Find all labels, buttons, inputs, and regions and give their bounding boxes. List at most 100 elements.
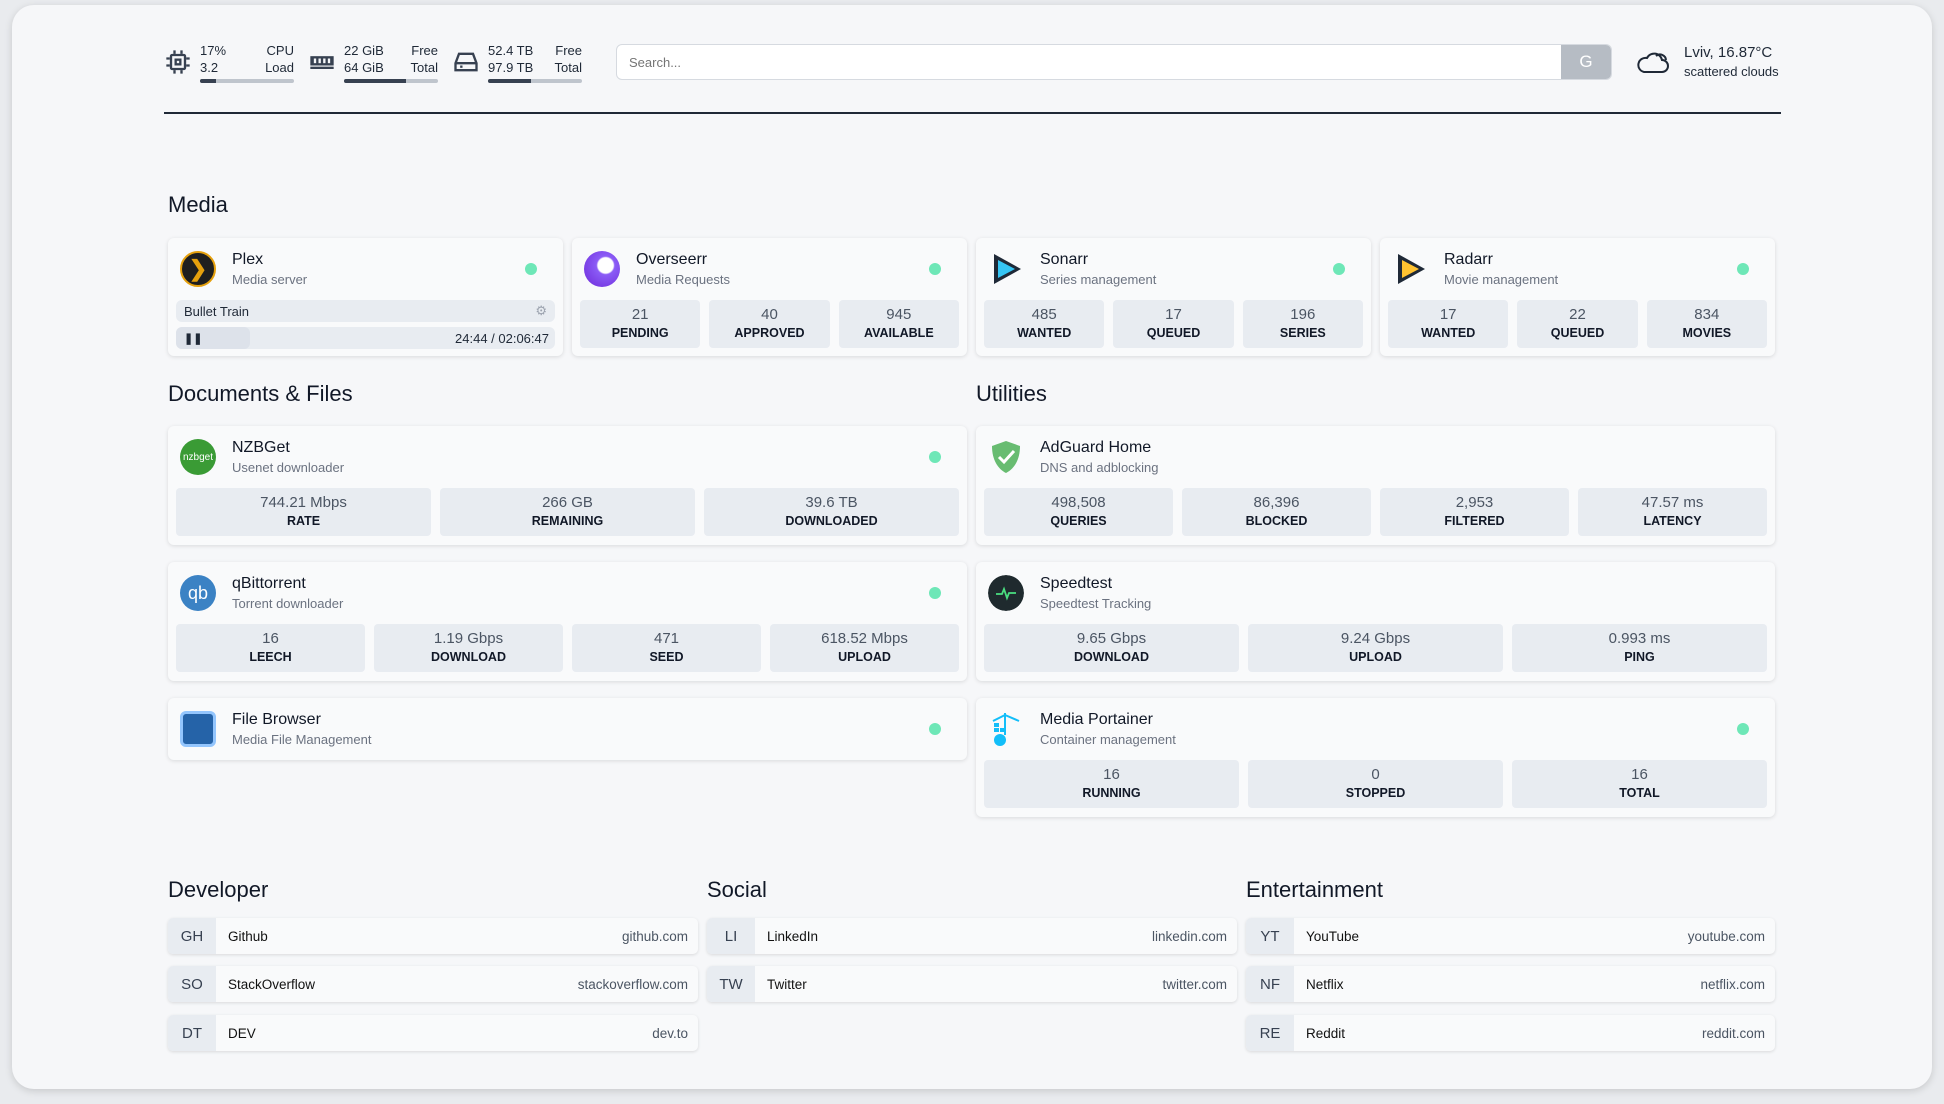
stat-label: APPROVED <box>734 326 805 340</box>
stat-queued: 17 QUEUED <box>1113 300 1234 348</box>
speedtest-logo-icon <box>988 575 1024 611</box>
nzbget-logo-icon: nzbget <box>180 439 216 475</box>
stat-value: 196 <box>1290 306 1316 323</box>
stat-download: 1.19 Gbps DOWNLOAD <box>374 624 563 672</box>
bookmark-abbreviation: TW <box>707 966 755 1002</box>
service-card-radarr[interactable]: Radarr Movie management 17 WANTED 22 QUEUED… <box>1380 238 1775 356</box>
bookmark-reddit[interactable]: RE Reddit reddit.com <box>1246 1015 1775 1051</box>
service-card-portainer[interactable]: Media Portainer Container management 16 RU… <box>976 698 1775 817</box>
bookmark-abbreviation: LI <box>707 918 755 954</box>
search-input[interactable] <box>617 54 1561 70</box>
service-card-sonarr[interactable]: Sonarr Series management 485 WANTED 17 QUEU… <box>976 238 1371 356</box>
service-description: Torrent downloader <box>232 596 344 611</box>
disk-free: 52.4 TB <box>488 42 534 58</box>
search-button[interactable]: G <box>1561 45 1611 79</box>
now-playing: Bullet Train ⚙ <box>176 300 555 322</box>
service-description: Speedtest Tracking <box>1040 596 1152 611</box>
service-card-overseerr[interactable]: Overseerr Media Requests 21 PENDING 40 APPR… <box>572 238 967 356</box>
free-label: Free <box>411 42 438 58</box>
service-description: Series management <box>1040 272 1157 287</box>
stat-filtered: 2,953 FILTERED <box>1380 488 1569 536</box>
stat-upload: 618.52 Mbps UPLOAD <box>770 624 959 672</box>
service-name: qBittorrent <box>232 575 306 592</box>
stat-value: 16 <box>1631 766 1648 783</box>
stat-label: MOVIES <box>1682 326 1732 340</box>
stat-approved: 40 APPROVED <box>709 300 830 348</box>
bookmark-twitter[interactable]: TW Twitter twitter.com <box>707 966 1237 1002</box>
bookmark-youtube[interactable]: YT YouTube youtube.com <box>1246 918 1775 954</box>
bookmark-name: YouTube <box>1306 928 1360 944</box>
stat-label: BLOCKED <box>1245 514 1308 528</box>
cpu-icon <box>166 50 190 74</box>
service-card-plex[interactable]: ❯ Plex Media server Bullet Train ⚙ ❚❚ 24:44… <box>168 238 563 356</box>
service-card-nzbget[interactable]: nzbget NZBGet Usenet downloader 744.21 Mb… <box>168 426 967 545</box>
service-card-qbittorrent[interactable]: qb qBittorrent Torrent downloader 16 LEECH… <box>168 562 967 681</box>
stat-value: 1.19 Gbps <box>433 630 504 647</box>
bookmark-netflix[interactable]: NF Netflix netflix.com <box>1246 966 1775 1002</box>
plex-logo-icon: ❯ <box>180 251 216 287</box>
pause-icon[interactable]: ❚❚ <box>184 332 203 345</box>
bookmark-url: stackoverflow.com <box>577 976 688 992</box>
memory-free: 22 GiB <box>344 42 384 58</box>
stat-label: DOWNLOADED <box>785 514 878 528</box>
stat-label: STOPPED <box>1345 786 1406 800</box>
status-dot <box>1333 263 1345 275</box>
bookmark-abbreviation: YT <box>1246 918 1294 954</box>
stat-running: 16 RUNNING <box>984 760 1239 808</box>
stat-label: WANTED <box>1017 326 1072 340</box>
stat-label: AVAILABLE <box>863 326 934 340</box>
stat-value: 47.57 ms <box>1641 494 1704 511</box>
stat-value: 471 <box>653 630 680 647</box>
bookmark-dev[interactable]: DT DEV dev.to <box>168 1015 698 1051</box>
file-browser-logo-icon <box>180 711 216 747</box>
portainer-logo-icon <box>992 713 1020 746</box>
disk-total: 97.9 TB <box>488 59 534 75</box>
stat-rate: 744.21 Mbps RATE <box>176 488 431 536</box>
service-card-adguard[interactable]: AdGuard Home DNS and adblocking 498,508 QU… <box>976 426 1775 545</box>
bookmark-name: Reddit <box>1306 1025 1346 1041</box>
service-card-file-browser[interactable]: File Browser Media File Management <box>168 698 967 760</box>
service-name: NZBGet <box>232 439 290 456</box>
service-description: Media server <box>232 272 308 287</box>
bookmark-url: linkedin.com <box>1151 928 1227 944</box>
stat-movies: 834 MOVIES <box>1646 300 1767 348</box>
memory-icon <box>310 56 334 69</box>
section-title-media: Media <box>168 192 228 217</box>
stat-value: 86,396 <box>1253 494 1300 511</box>
stat-label: REMAINING <box>531 514 604 528</box>
stat-label: LEECH <box>249 650 292 664</box>
stat-label: DOWNLOAD <box>431 650 506 664</box>
stat-queries: 498,508 QUERIES <box>984 488 1173 536</box>
bookmark-github[interactable]: GH Github github.com <box>168 918 698 954</box>
stat-value: 22 <box>1569 306 1586 323</box>
bookmark-name: Github <box>228 928 268 944</box>
qbittorrent-logo-icon: qb <box>180 575 216 611</box>
stat-value: 945 <box>886 306 912 323</box>
stat-value: 16 <box>262 630 279 647</box>
stat-upload: 9.24 Gbps UPLOAD <box>1248 624 1503 672</box>
stat-value: 16 <box>1103 766 1120 783</box>
section-title-entertainment: Entertainment <box>1246 877 1383 902</box>
status-dot <box>525 263 537 275</box>
memory-total: 64 GiB <box>344 59 384 75</box>
cpu-widget: 17% CPU 3.2 Load <box>164 42 294 83</box>
dashboard-window <box>12 5 1932 1089</box>
service-description: DNS and adblocking <box>1040 460 1159 475</box>
bookmark-abbreviation: RE <box>1246 1015 1294 1051</box>
stat-value: 0 <box>1371 766 1380 783</box>
service-card-speedtest[interactable]: Speedtest Speedtest Tracking 9.65 Gbps DOW… <box>976 562 1775 681</box>
stat-label: SERIES <box>1279 326 1326 340</box>
stat-value: 9.65 Gbps <box>1076 630 1147 647</box>
total-label: Total <box>410 59 438 75</box>
section-title-developer: Developer <box>168 877 269 902</box>
bookmark-linkedin[interactable]: LI LinkedIn linkedin.com <box>707 918 1237 954</box>
status-dot <box>929 587 941 599</box>
weather-location: Lviv, 16.87°C <box>1684 44 1773 61</box>
bookmark-stackoverflow[interactable]: SO StackOverflow stackoverflow.com <box>168 966 698 1002</box>
section-title-social: Social <box>707 877 767 902</box>
stat-label: FILTERED <box>1444 514 1505 528</box>
status-dot <box>929 451 941 463</box>
adguard-shield-icon <box>992 441 1020 473</box>
bookmark-url: twitter.com <box>1162 976 1227 992</box>
bookmark-name: DEV <box>228 1025 256 1041</box>
